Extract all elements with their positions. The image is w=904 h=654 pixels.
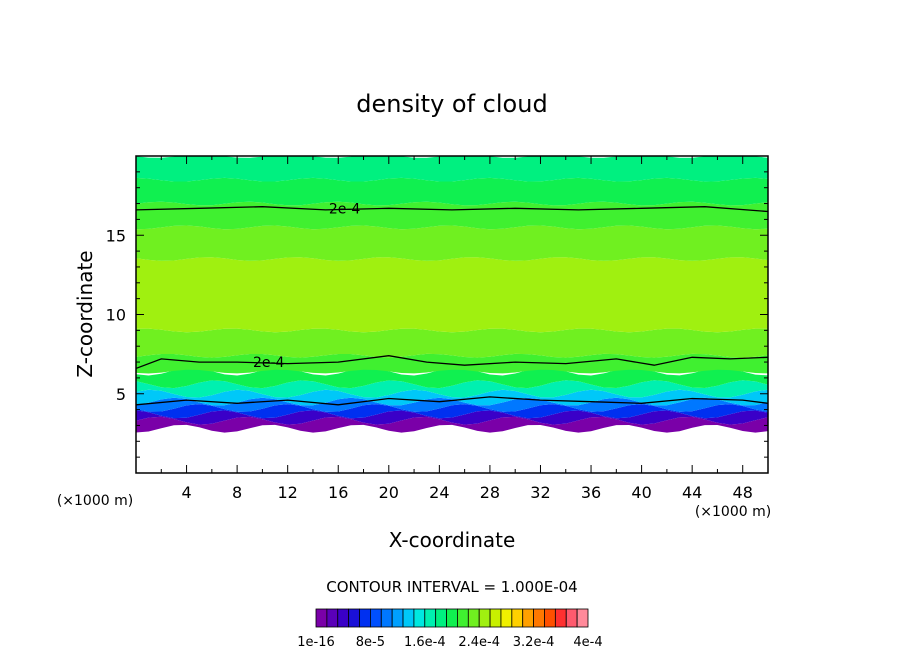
x-axis-label: X-coordinate [389,528,516,552]
y-tick-label: 5 [116,385,126,404]
y-tick-label: 10 [106,306,126,325]
colorbar-swatch [315,608,328,628]
colorbar-swatch [369,608,382,628]
colorbar-swatch [576,608,589,628]
y-axis-label: Z-coordinate [73,250,97,377]
colorbar-swatch [489,608,502,628]
colorbar-swatch [348,608,360,628]
field-band [136,156,768,182]
colorbar-swatch [511,608,524,628]
colorbar-swatch [522,608,534,628]
x-tick-label: 36 [581,483,601,502]
colorbar-swatch [533,608,545,628]
colorbar-swatch [457,608,469,628]
y-tick-label: 15 [106,226,126,245]
x-tick-label: 8 [232,483,242,502]
x-tick-label: 44 [682,483,702,502]
colorbar-swatch [359,608,371,628]
colorbar-swatch [380,608,393,628]
colorbar-swatch [467,608,480,628]
field-band [136,416,768,433]
x-tick-label: 24 [429,483,449,502]
colorbar-swatch [337,608,350,628]
chart-title: density of cloud [356,90,547,118]
field-band [136,380,768,398]
contour-interval-text: CONTOUR INTERVAL = 1.000E-04 [326,578,577,596]
colorbar-label: 1e-16 [297,635,335,650]
colorbar [315,608,589,628]
colorbar-swatch [500,608,513,628]
field-band [136,225,768,261]
colorbar-swatch [413,608,426,628]
colorbar-label: 8e-5 [356,635,385,650]
field-band [136,367,768,389]
colorbar-swatch [565,608,578,628]
x-tick-label: 12 [278,483,298,502]
contour-line [136,396,768,406]
contour-line [136,206,768,213]
field-band [136,389,768,406]
colorbar-swatch [326,608,339,628]
colorbar-swatch [446,608,458,628]
x-tick-label: 32 [530,483,550,502]
colorbar-label: 4e-4 [573,635,602,650]
field-band [136,404,768,419]
colorbar-swatch [424,608,437,628]
colorbar-swatch [478,608,491,628]
colorbar-swatch [402,608,415,628]
colorbar-swatch [554,608,567,628]
x-unit-right: (×1000 m) [695,504,771,520]
colorbar-label: 1.6e-4 [404,635,446,650]
field-band [136,177,768,206]
plot-area [136,156,768,473]
field-band [136,397,768,412]
x-tick-label: 20 [379,483,399,502]
x-unit-left: (×1000 m) [57,493,133,509]
x-tick-label: 40 [631,483,651,502]
field-band [136,201,768,230]
x-tick-label: 28 [480,483,500,502]
colorbar-label: 3.2e-4 [513,635,555,650]
x-tick-label: 16 [328,483,348,502]
x-tick-label: 4 [181,483,191,502]
x-tick-label: 48 [733,483,753,502]
contour-line [136,355,768,370]
contour-label: 2e-4 [329,201,361,217]
colorbar-swatch [544,608,556,628]
colorbar-label: 2.4e-4 [458,635,500,650]
colorbar-swatch [391,608,404,628]
field-band [136,328,768,358]
contour-label: 2e-4 [253,355,285,371]
field-band [136,257,768,333]
colorbar-swatch [435,608,447,628]
